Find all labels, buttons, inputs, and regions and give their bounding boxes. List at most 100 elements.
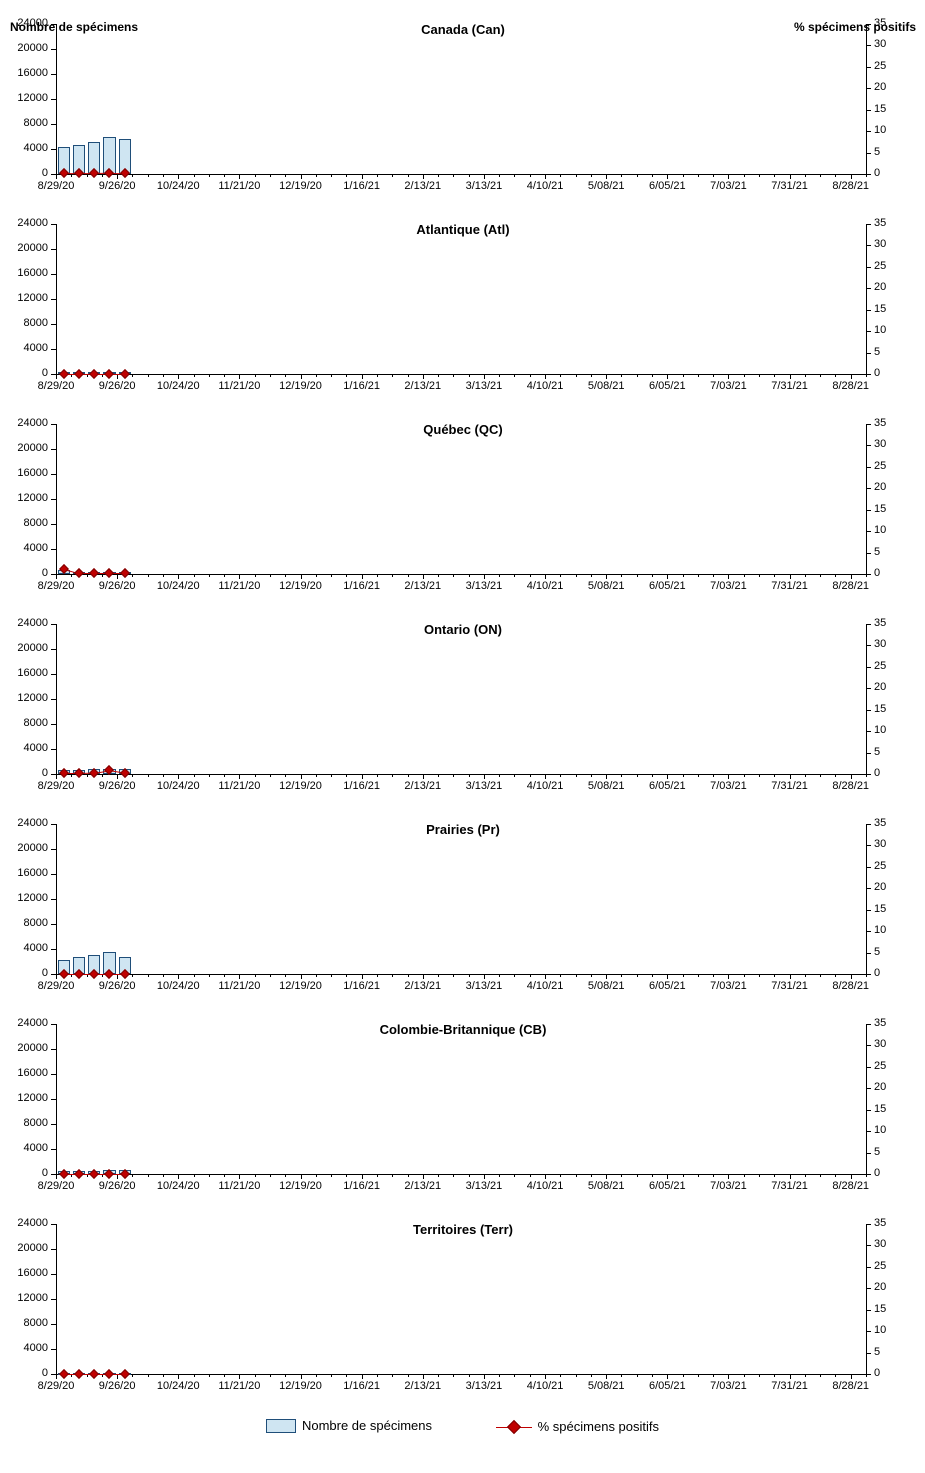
y-left-tick-label: 20000: [10, 42, 48, 54]
plot-area: [56, 224, 867, 375]
x-tick-label: 6/05/21: [649, 1380, 686, 1392]
y-right-tick-label: 25: [874, 660, 886, 672]
x-tick-label: 5/08/21: [588, 1180, 625, 1192]
x-tick-label: 11/21/20: [218, 180, 260, 192]
y-right-tick-label: 0: [874, 167, 880, 179]
y-left-tick-label: 24000: [10, 1217, 48, 1229]
y-left-tick-label: 4000: [10, 742, 48, 754]
y-left-tick-label: 12000: [10, 892, 48, 904]
y-left-tick-label: 16000: [10, 867, 48, 879]
y-left-tick-label: 20000: [10, 242, 48, 254]
y-left-tick-label: 4000: [10, 142, 48, 154]
plot-area: [56, 624, 867, 775]
y-left-tick-label: 0: [10, 567, 48, 579]
x-tick-label: 2/13/21: [404, 1180, 441, 1192]
y-right-tick-label: 35: [874, 417, 886, 429]
x-tick-label: 8/29/20: [38, 980, 75, 992]
x-tick-label: 3/13/21: [466, 380, 503, 392]
x-tick-label: 3/13/21: [466, 180, 503, 192]
x-tick-label: 3/13/21: [466, 780, 503, 792]
x-tick-label: 5/08/21: [588, 780, 625, 792]
x-tick-label: 9/26/20: [99, 980, 136, 992]
x-tick-label: 10/24/20: [157, 580, 200, 592]
y-left-tick-label: 8000: [10, 1117, 48, 1129]
x-tick-label: 2/13/21: [404, 980, 441, 992]
y-left-tick-label: 8000: [10, 917, 48, 929]
y-right-tick-label: 25: [874, 860, 886, 872]
x-tick-label: 9/26/20: [99, 1180, 136, 1192]
y-left-tick-label: 4000: [10, 1142, 48, 1154]
y-right-tick-label: 10: [874, 324, 886, 336]
y-right-tick-label: 5: [874, 1146, 880, 1158]
y-right-tick-label: 20: [874, 281, 886, 293]
y-left-tick-label: 8000: [10, 517, 48, 529]
y-right-tick-label: 15: [874, 1303, 886, 1315]
y-left-tick-label: 24000: [10, 617, 48, 629]
x-tick-label: 11/21/20: [218, 580, 260, 592]
y-right-tick-label: 10: [874, 1324, 886, 1336]
y-right-tick-label: 25: [874, 1060, 886, 1072]
y-left-tick-label: 20000: [10, 642, 48, 654]
y-right-tick-label: 0: [874, 767, 880, 779]
x-tick-label: 4/10/21: [527, 1380, 564, 1392]
y-right-tick-label: 25: [874, 60, 886, 72]
y-left-tick-label: 0: [10, 767, 48, 779]
y-right-tick-label: 35: [874, 17, 886, 29]
y-right-tick-label: 20: [874, 481, 886, 493]
x-tick-label: 1/16/21: [343, 380, 380, 392]
legend-line-label: % spécimens positifs: [538, 1419, 659, 1434]
x-tick-label: 7/31/21: [771, 1180, 808, 1192]
x-tick-label: 8/29/20: [38, 1180, 75, 1192]
y-right-tick-label: 5: [874, 1346, 880, 1358]
y-left-tick-label: 16000: [10, 1067, 48, 1079]
y-left-tick-label: 24000: [10, 417, 48, 429]
chart-panel: Prairies (Pr)040008000120001600020000240…: [10, 824, 916, 1010]
y-right-tick-label: 0: [874, 967, 880, 979]
y-left-tick-label: 0: [10, 1167, 48, 1179]
x-tick-label: 11/21/20: [218, 380, 260, 392]
y-right-tick-label: 35: [874, 1017, 886, 1029]
y-left-tick-label: 4000: [10, 942, 48, 954]
y-left-tick-label: 0: [10, 967, 48, 979]
x-tick-label: 12/19/20: [279, 780, 322, 792]
x-tick-label: 7/03/21: [710, 780, 747, 792]
x-tick-label: 8/28/21: [832, 580, 869, 592]
x-tick-label: 4/10/21: [527, 980, 564, 992]
y-left-tick-label: 8000: [10, 117, 48, 129]
x-tick-label: 1/16/21: [343, 1380, 380, 1392]
y-right-tick-label: 15: [874, 703, 886, 715]
x-tick-label: 4/10/21: [527, 180, 564, 192]
x-tick-label: 6/05/21: [649, 580, 686, 592]
y-right-tick-label: 35: [874, 817, 886, 829]
x-tick-label: 4/10/21: [527, 380, 564, 392]
x-tick-label: 10/24/20: [157, 980, 200, 992]
y-left-tick-label: 0: [10, 167, 48, 179]
chart-panel: Atlantique (Atl)040008000120001600020000…: [10, 224, 916, 410]
y-right-tick-label: 25: [874, 1260, 886, 1272]
y-right-tick-label: 0: [874, 1367, 880, 1379]
y-right-tick-label: 10: [874, 1124, 886, 1136]
x-tick-label: 9/26/20: [99, 780, 136, 792]
x-tick-label: 12/19/20: [279, 1380, 322, 1392]
x-tick-label: 9/26/20: [99, 380, 136, 392]
y-left-tick-label: 12000: [10, 492, 48, 504]
y-left-tick-label: 16000: [10, 667, 48, 679]
y-left-tick-label: 0: [10, 1367, 48, 1379]
x-tick-label: 12/19/20: [279, 1180, 322, 1192]
y-left-tick-label: 12000: [10, 292, 48, 304]
x-tick-label: 8/29/20: [38, 580, 75, 592]
legend-line-item: % spécimens positifs: [496, 1419, 659, 1434]
chart-panel: Québec (QC)04000800012000160002000024000…: [10, 424, 916, 610]
plot-area: [56, 24, 867, 175]
y-left-tick-label: 24000: [10, 217, 48, 229]
x-tick-label: 1/16/21: [343, 780, 380, 792]
y-right-tick-label: 15: [874, 303, 886, 315]
y-right-tick-label: 30: [874, 638, 886, 650]
x-tick-label: 8/29/20: [38, 1380, 75, 1392]
x-tick-label: 11/21/20: [218, 780, 260, 792]
x-tick-label: 8/28/21: [832, 1180, 869, 1192]
y-right-tick-label: 10: [874, 124, 886, 136]
plot-area: [56, 424, 867, 575]
legend-bar-label: Nombre de spécimens: [302, 1418, 432, 1433]
y-right-tick-label: 30: [874, 1238, 886, 1250]
